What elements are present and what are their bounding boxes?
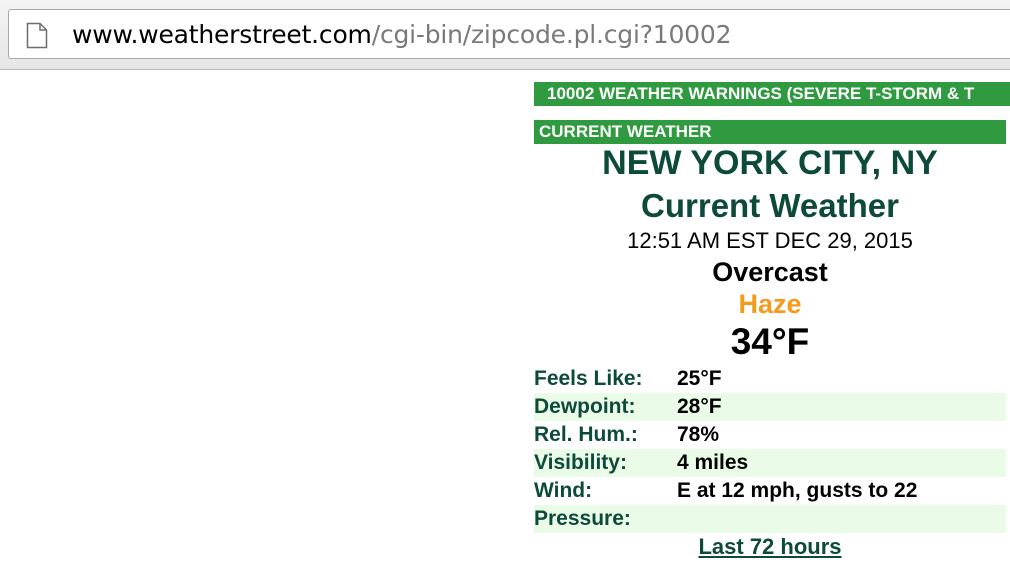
detail-label: Rel. Hum.:	[534, 423, 638, 446]
current-weather-label: CURRENT WEATHER	[539, 122, 712, 141]
detail-row-feels-like: Feels Like: 25°F	[534, 365, 1006, 393]
url-host: www.weatherstreet.com	[72, 20, 372, 49]
detail-row-wind: Wind: E at 12 mph, gusts to 22	[534, 477, 1006, 505]
address-bar[interactable]: www.weatherstreet.com/cgi-bin/zipcode.pl…	[8, 9, 1010, 59]
detail-value: E at 12 mph, gusts to 22	[677, 479, 918, 502]
current-weather-header: CURRENT WEATHER	[534, 120, 1006, 144]
detail-value: 28°F	[677, 395, 722, 418]
detail-label: Pressure:	[534, 507, 631, 530]
city-title: NEW YORK CITY, NY	[602, 144, 938, 182]
weather-details-table: Feels Like: 25°F Dewpoint: 28°F Rel. Hum…	[534, 365, 1006, 533]
weather-warning-text[interactable]: 10002 WEATHER WARNINGS (SEVERE T-STORM &…	[547, 84, 975, 103]
page-subtitle: Current Weather	[641, 187, 899, 224]
detail-label: Feels Like:	[534, 367, 643, 390]
detail-row-pressure: Pressure:	[534, 505, 1006, 533]
detail-row-humidity: Rel. Hum.: 78%	[534, 421, 1006, 449]
detail-label: Wind:	[534, 479, 593, 502]
weather-warning-banner[interactable]: 10002 WEATHER WARNINGS (SEVERE T-STORM &…	[534, 82, 1010, 106]
detail-value: 25°F	[677, 367, 722, 390]
url-path: /cgi-bin/zipcode.pl.cgi?10002	[371, 20, 732, 49]
detail-row-dewpoint: Dewpoint: 28°F	[534, 393, 1006, 421]
detail-label: Visibility:	[534, 451, 627, 474]
document-icon	[26, 22, 48, 49]
url-text[interactable]: www.weatherstreet.com/cgi-bin/zipcode.pl…	[72, 18, 732, 52]
detail-value: 4 miles	[677, 451, 749, 474]
temperature: 34°F	[730, 321, 810, 362]
observation-timestamp: 12:51 AM EST DEC 29, 2015	[627, 228, 913, 253]
detail-value: 78%	[677, 423, 720, 446]
detail-label: Dewpoint:	[534, 395, 636, 418]
last-72-hours-link[interactable]: Last 72 hours	[698, 534, 842, 559]
sky-condition: Overcast	[712, 257, 828, 287]
weather-condition: Haze	[738, 289, 802, 319]
browser-toolbar: www.weatherstreet.com/cgi-bin/zipcode.pl…	[0, 0, 1010, 70]
detail-row-visibility: Visibility: 4 miles	[534, 449, 1006, 477]
